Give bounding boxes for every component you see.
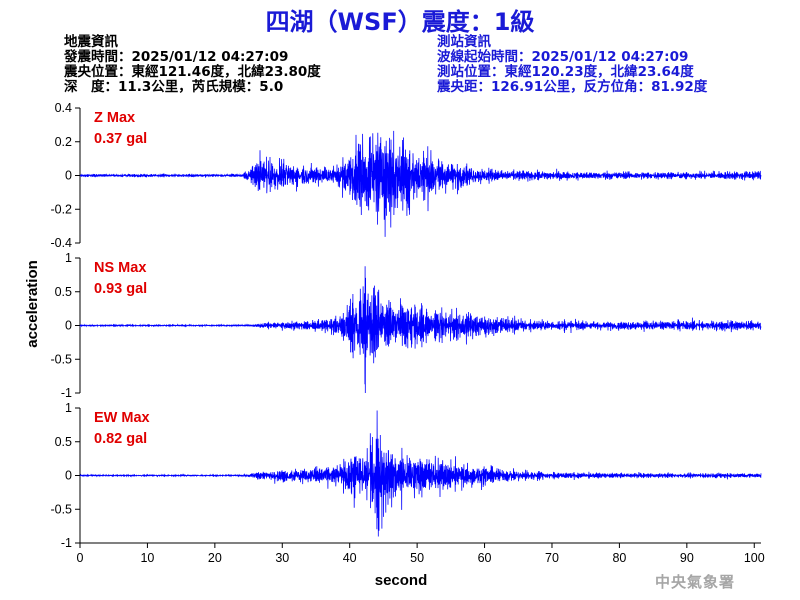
max-component-label: EW Max [94,410,150,426]
max-component-label: NS Max [94,260,146,276]
waveform-line [79,266,762,394]
x-axis: 0 10 20 30 40 50 60 70 80 90 100 [77,542,765,565]
y-tick-label: -0.5 [50,502,72,516]
y-axis-title: acceleration [24,260,41,348]
x-axis-title: second [375,572,428,589]
earthquake-info-heading: 地震資訊 [64,34,118,50]
epicenter-location: 震央位置：東經121.46度，北緯23.80度 [64,64,321,80]
waveform-panels: 0.4 0.2 0 -0.2 -0.4 Z Max 0.37 gal 1 0.5 0 -0.5 -1 N… [50,101,762,550]
y-tick-label: 0 [65,469,72,483]
waveform-panel-z: 0.4 0.2 0 -0.2 -0.4 Z Max 0.37 gal [50,101,762,250]
y-tick-label: 0.4 [55,101,72,115]
y-tick-label: 1 [65,401,72,415]
y-tick-label: 1 [65,251,72,265]
y-tick-label: -0.5 [50,352,72,366]
station-info-panel: 測站資訊 波線起始時間：2025/01/12 04:27:09 測站位置：東經1… [437,35,707,95]
waveform-line [79,130,762,237]
y-tick-label: 0 [65,169,72,183]
x-tick-label: 30 [275,551,289,565]
y-tick-label: -1 [61,386,72,400]
depth-magnitude: 深 度：11.3公里，芮氏規模：5.0 [64,79,284,95]
earthquake-info-panel: 地震資訊 發震時間：2025/01/12 04:27:09 震央位置：東經121… [64,35,321,95]
max-value-label: 0.82 gal [94,431,147,447]
x-tick-label: 90 [680,551,694,565]
x-tick-label: 80 [612,551,626,565]
station-info-heading: 測站資訊 [437,34,491,50]
earthquake-time: 發震時間：2025/01/12 04:27:09 [64,49,289,65]
max-value-label: 0.37 gal [94,131,147,147]
y-tick-label: 0.5 [55,285,72,299]
y-tick-label: 0.2 [55,135,72,149]
page-title: 四湖（WSF）震度：1級 [265,8,535,36]
y-tick-label: 0 [65,319,72,333]
y-tick-label: 0.5 [55,435,72,449]
y-tick-label: -0.2 [50,202,72,216]
max-component-label: Z Max [94,110,135,126]
waveform-panel-ns: 1 0.5 0 -0.5 -1 NS Max 0.93 gal [50,251,762,400]
y-tick-label: -1 [61,536,72,550]
agency-credit: 中央氣象署 [655,573,736,591]
x-tick-label: 50 [410,551,424,565]
x-tick-label: 20 [208,551,222,565]
waveform-start-time: 波線起始時間：2025/01/12 04:27:09 [437,49,689,65]
x-tick-label: 0 [77,551,84,565]
x-tick-label: 10 [140,551,154,565]
y-tick-label: -0.4 [50,236,72,250]
x-tick-label: 40 [343,551,357,565]
x-tick-label: 100 [744,551,765,565]
waveform-line [79,410,762,537]
x-tick-label: 70 [545,551,559,565]
x-tick-label: 60 [478,551,492,565]
waveform-panel-ew: 1 0.5 0 -0.5 -1 EW Max 0.82 gal [50,401,762,550]
max-value-label: 0.93 gal [94,281,147,297]
station-location: 測站位置：東經120.23度，北緯23.64度 [437,64,694,80]
distance-azimuth: 震央距：126.91公里，反方位角：81.92度 [437,79,708,95]
